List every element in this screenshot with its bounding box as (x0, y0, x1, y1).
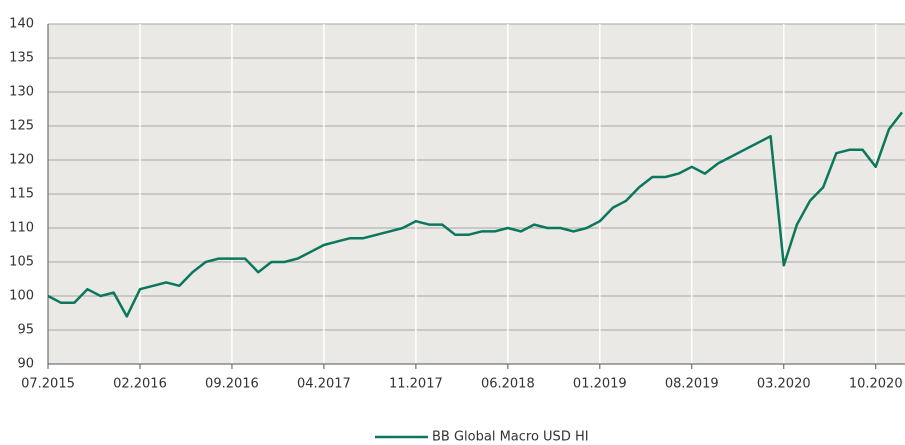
y-tick-label: 120 (9, 153, 34, 168)
legend-label: BB Global Macro USD HI (432, 430, 589, 445)
data-line (47, 111, 903, 318)
y-tick-label: 110 (9, 221, 34, 236)
x-tick-label: 06.2018 (481, 377, 535, 392)
x-tick-label: 10.2020 (849, 377, 903, 392)
x-tick-label: 07.2015 (21, 377, 75, 392)
x-tick-label: 02.2016 (113, 377, 167, 392)
y-tick-label: 140 (9, 17, 34, 32)
x-tick-label: 11.2017 (389, 377, 443, 392)
x-tick-label: 08.2019 (665, 377, 719, 392)
y-tick-label: 125 (9, 119, 34, 134)
y-tick-label: 105 (9, 255, 34, 270)
x-tick-label: 03.2020 (757, 377, 811, 392)
y-tick-label: 130 (9, 85, 34, 100)
y-tick-label: 100 (9, 289, 34, 304)
x-tick-label: 04.2017 (297, 377, 351, 392)
x-tick-label: 09.2016 (205, 377, 259, 392)
x-tick-label: 01.2019 (573, 377, 627, 392)
y-tick-label: 115 (9, 187, 34, 202)
y-tick-label: 95 (17, 323, 34, 338)
y-tick-label: 90 (17, 357, 34, 372)
y-tick-label: 135 (9, 51, 34, 66)
